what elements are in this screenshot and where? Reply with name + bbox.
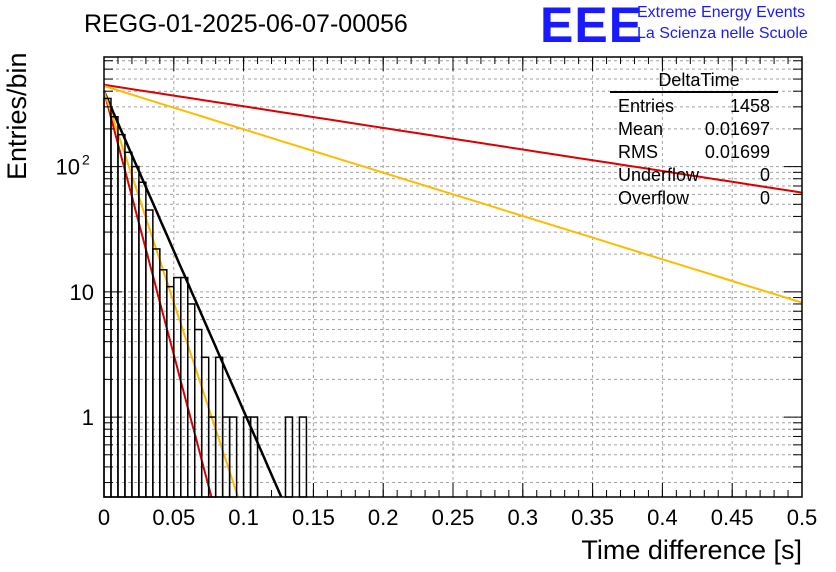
stats-row: Overflow 0 [610,187,778,210]
axis-ticks [103,57,803,497]
stats-value: 0 [759,188,770,208]
histogram-bin [187,303,196,498]
curve-black-fit [102,90,283,498]
x-tick-label: 0.05 [152,505,195,530]
stats-value: 0.01697 [704,119,770,139]
histogram-bin [166,285,175,498]
x-tick-label: 0.5 [787,505,818,530]
stats-divider [610,91,778,93]
stats-label: RMS [618,142,658,162]
histogram-bin [193,328,203,498]
stats-label: Overflow [618,188,690,208]
stats-value: 0.01699 [704,142,770,162]
y-axis-label: Entries/bin [2,52,32,180]
stats-label: Mean [618,119,664,139]
curve-yellow-slow [103,85,803,304]
y-tick-label: 10 [70,280,94,305]
curve-red-steep [103,90,213,498]
stats-title: DeltaTime [658,70,740,90]
x-tick-label: 0.25 [432,505,475,530]
stats-row: Underflow 0 [610,164,778,187]
x-tick-label: 0.1 [228,505,259,530]
curve-red-slow [103,83,803,194]
y-tick-label-exponent: 2 [82,152,90,168]
stats-label: Underflow [618,165,700,185]
x-tick-label: 0.3 [508,505,539,530]
logo-subtitle-line1: Extreme Energy Events [637,4,806,21]
y-tick-label: 1 [82,405,94,430]
eee-logo: EEE [540,0,644,53]
histogram-bin [117,133,126,498]
x-axis-label: Time difference [s] [581,535,802,565]
chart-title: REGG-01-2025-06-07-00056 [84,10,408,38]
x-tick-label: 0.4 [647,505,678,530]
logo-subtitle-line2: La Scienza nelle Scuole [637,25,808,42]
histogram-bin [214,356,224,498]
stats-row: Mean 0.01697 [610,118,778,141]
stats-row: Entries 1458 [610,95,778,118]
y-tick-label: 10 [56,155,80,180]
fit-curves [102,83,803,498]
x-tick-label: 0.45 [711,505,754,530]
x-tick-label: 0.35 [571,505,614,530]
stats-value: 0 [759,165,770,185]
x-tick-label: 0 [98,505,110,530]
stats-value: 1458 [729,96,770,116]
stats-row: RMS 0.01699 [610,141,778,164]
stats-box: DeltaTime Entries 1458 Mean 0.01697 RMS … [610,70,778,210]
x-tick-label: 0.2 [368,505,399,530]
stats-label: Entries [618,96,675,116]
x-tick-label: 0.15 [292,505,335,530]
histogram-bin [110,116,119,498]
axis-tick-labels: 0 0.05 0.1 0.15 0.2 0.25 0.3 0.35 0.4 0.45 0.5 1 10 1… [56,152,818,530]
